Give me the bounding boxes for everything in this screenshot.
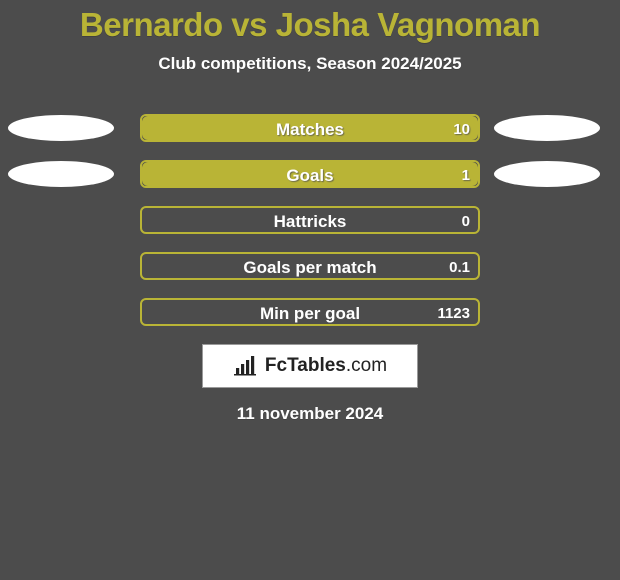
bar-label: Min per goal <box>142 300 478 326</box>
logo-text-strong: FcTables <box>265 355 346 376</box>
bar-track: Hattricks0 <box>140 206 480 234</box>
left-ellipse <box>8 161 114 187</box>
bar-chart-icon <box>233 355 259 377</box>
bar-track: Matches10 <box>140 114 480 142</box>
right-ellipse <box>494 161 600 187</box>
stat-row: Hattricks0 <box>0 206 620 234</box>
bar-label: Matches <box>142 116 478 142</box>
right-ellipse <box>494 115 600 141</box>
bar-track: Min per goal1123 <box>140 298 480 326</box>
stat-row: Min per goal1123 <box>0 298 620 326</box>
bar-label: Hattricks <box>142 208 478 234</box>
bar-value: 1 <box>462 162 470 188</box>
bar-track: Goals per match0.1 <box>140 252 480 280</box>
bar-value: 0 <box>462 208 470 234</box>
logo-box: FcTables.com <box>202 344 418 388</box>
stat-row: Matches10 <box>0 114 620 142</box>
page-title: Bernardo vs Josha Vagnoman <box>0 0 620 44</box>
logo-text: FcTables.com <box>265 355 387 377</box>
bar-value: 10 <box>453 116 470 142</box>
bar-label: Goals per match <box>142 254 478 280</box>
bar-label: Goals <box>142 162 478 188</box>
stat-rows: Matches10Goals1Hattricks0Goals per match… <box>0 114 620 326</box>
comparison-infographic: Bernardo vs Josha Vagnoman Club competit… <box>0 0 620 580</box>
date-text: 11 november 2024 <box>0 404 620 424</box>
bar-track: Goals1 <box>140 160 480 188</box>
stat-row: Goals per match0.1 <box>0 252 620 280</box>
stat-row: Goals1 <box>0 160 620 188</box>
bar-value: 0.1 <box>449 254 470 280</box>
bar-value: 1123 <box>437 300 470 326</box>
subtitle: Club competitions, Season 2024/2025 <box>0 54 620 74</box>
left-ellipse <box>8 115 114 141</box>
logo-text-light: .com <box>346 355 387 376</box>
